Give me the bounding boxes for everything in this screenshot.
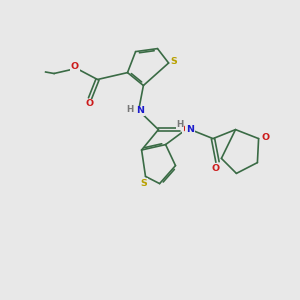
Text: O: O: [261, 133, 269, 142]
Text: N: N: [186, 125, 194, 134]
Text: H: H: [176, 120, 184, 129]
Text: N: N: [136, 106, 144, 116]
Text: O: O: [85, 99, 94, 108]
Text: O: O: [71, 62, 79, 71]
Text: O: O: [182, 125, 191, 134]
Text: S: S: [141, 178, 147, 188]
Text: H: H: [127, 105, 134, 114]
Text: O: O: [212, 164, 220, 173]
Text: S: S: [171, 57, 177, 66]
